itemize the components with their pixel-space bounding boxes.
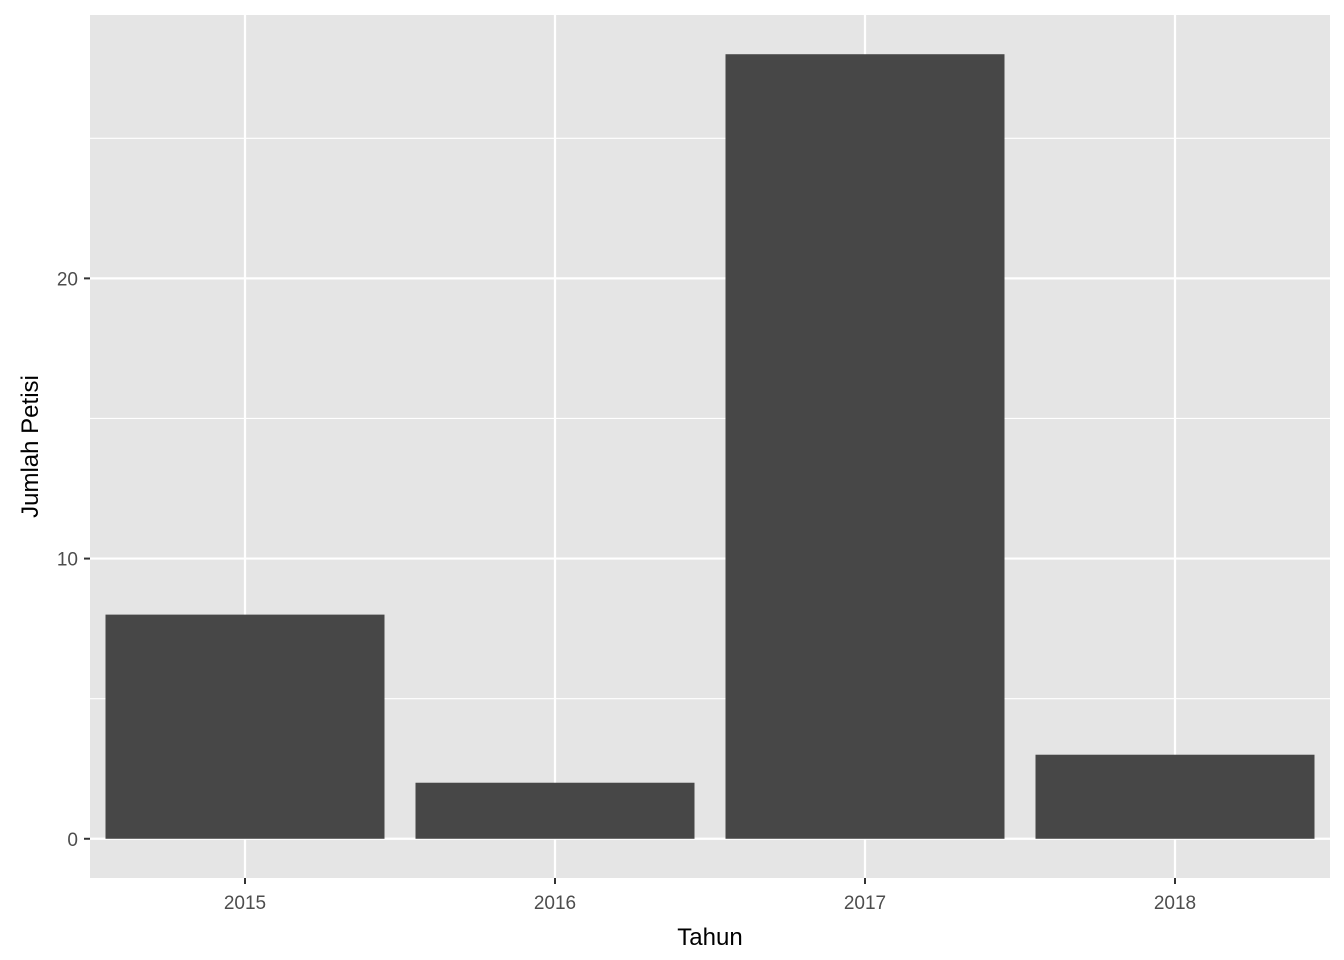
x-tick-label: 2015 [224,893,266,914]
y-tick-label: 0 [67,830,78,851]
y-axis-title: Jumlah Petisi [17,375,44,518]
y-tick-label: 20 [57,269,78,290]
bar-2017 [725,54,1005,839]
y-axis: 0 10 20 [57,269,90,851]
x-tick-label: 2018 [1154,893,1196,914]
bar-2015 [105,614,385,839]
x-tick-label: 2017 [844,893,886,914]
bars [105,54,1315,839]
x-tick-label: 2016 [534,893,576,914]
x-axis: 2015 2016 2017 2018 [224,878,1196,914]
y-tick-label: 10 [57,550,78,571]
bar-2016 [415,782,695,839]
x-axis-title: Tahun [677,924,742,951]
bar-2018 [1035,754,1315,839]
